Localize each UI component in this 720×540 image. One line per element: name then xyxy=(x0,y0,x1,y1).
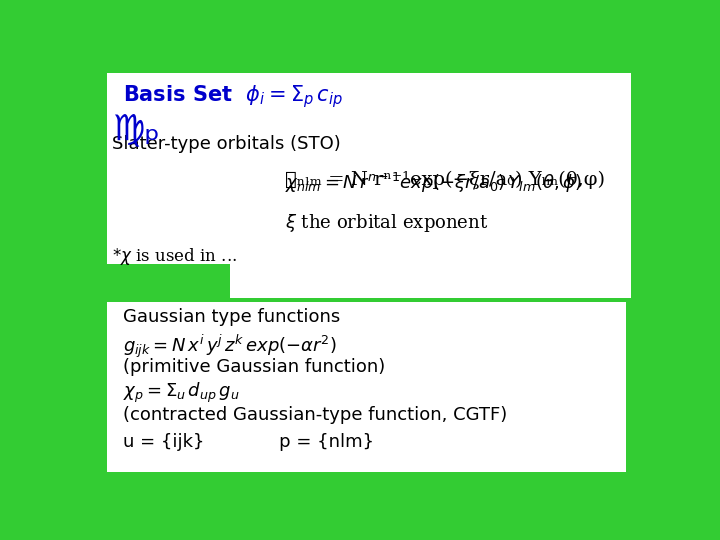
Text: $g_{ijk} = N\, x^i\, y^j\, z^k\, exp(-\alpha r^2)$: $g_{ijk} = N\, x^i\, y^j\, z^k\, exp(-\a… xyxy=(124,333,338,360)
Text: $\chi_{nlm} = N\, r^{n-1}exp(-\xi r/a_0)\, Y_{lm}(\theta,\phi)$: $\chi_{nlm} = N\, r^{n-1}exp(-\xi r/a_0)… xyxy=(285,171,582,195)
Text: Basis Set  $\phi_i = \Sigma_p\, c_{ip}$: Basis Set $\phi_i = \Sigma_p\, c_{ip}$ xyxy=(124,84,343,110)
Text: $\xi$ the orbital exponent: $\xi$ the orbital exponent xyxy=(285,212,489,234)
Text: ♍ₙₗₘ = N rⁿ⁻¹exp(−ξr/a₀) Yₗₘ(θ,φ): ♍ₙₗₘ = N rⁿ⁻¹exp(−ξr/a₀) Yₗₘ(θ,φ) xyxy=(285,171,606,189)
Text: (primitive Gaussian function): (primitive Gaussian function) xyxy=(124,358,386,376)
Text: Slater-type orbitals (STO): Slater-type orbitals (STO) xyxy=(112,136,341,153)
Text: $\chi_p = \Sigma_u\, d_{up}\, g_u$: $\chi_p = \Sigma_u\, d_{up}\, g_u$ xyxy=(124,381,240,405)
FancyBboxPatch shape xyxy=(230,73,631,298)
Text: ♍ₚ: ♍ₚ xyxy=(112,113,160,147)
Text: $*\chi$ is used in ...: $*\chi$ is used in ... xyxy=(112,246,238,267)
Text: u = {ijk}             p = {nlm}: u = {ijk} p = {nlm} xyxy=(124,433,374,451)
Text: (contracted Gaussian-type function, CGTF): (contracted Gaussian-type function, CGTF… xyxy=(124,406,508,424)
Text: Gaussian type functions: Gaussian type functions xyxy=(124,308,341,326)
FancyBboxPatch shape xyxy=(107,73,469,265)
FancyBboxPatch shape xyxy=(107,302,626,472)
